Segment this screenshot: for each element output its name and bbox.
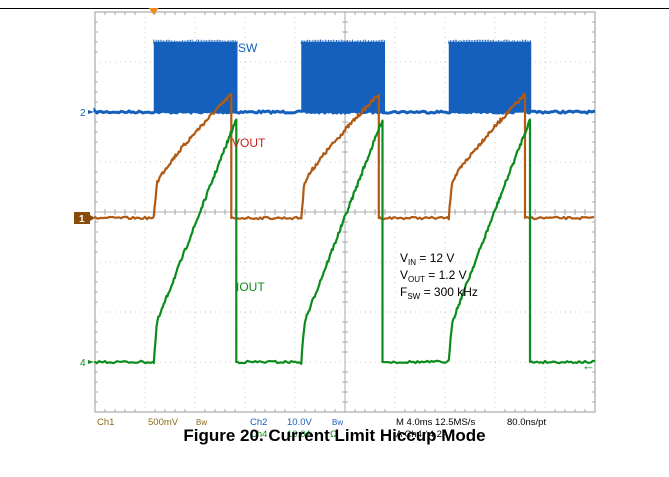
trace-sw-burst-top: [448, 39, 531, 44]
readout-ch2-scale: 10.0V: [287, 417, 312, 428]
readout-resolution: 80.0ns/pt: [507, 417, 546, 428]
readout-trigger: A Ch4 ∕ 4.2A: [396, 429, 449, 440]
figure-caption: Figure 20. Current Limit Hiccup Mode: [183, 426, 486, 445]
readout-timebase: M 4.0ms 12.5MS/s: [396, 417, 475, 428]
readout-ch2: Ch2: [250, 417, 267, 428]
ch1-arrow-icon: [90, 215, 95, 221]
traces: [93, 39, 596, 365]
ch1-marker-box: [74, 212, 90, 224]
ch1-marker: 1: [79, 214, 85, 225]
ch4-arrow-icon: [88, 360, 94, 364]
trace-sw-burst-top: [300, 39, 385, 44]
trigger-position-icon: [148, 8, 159, 15]
annotation-line-1: VIN = 12 V: [400, 251, 454, 267]
label-sw: SW: [238, 41, 258, 55]
trigger-level-icon: ←: [582, 358, 595, 373]
annotation-line-3: FSW = 300 kHz: [400, 285, 478, 301]
trace-sw-baseline: [93, 107, 596, 116]
ch2-marker: 2: [80, 108, 86, 119]
trace-iout: [93, 118, 596, 365]
readout-ch4-scale: 10.0A: [287, 429, 312, 440]
annotation-line-2: VOUT = 1.2 V: [400, 268, 467, 284]
ch2-arrow-icon: [88, 110, 94, 114]
readout-bar: Ch1 500mV Bw Ch2 10.0V Bw M 4.0ms 12.5MS/s 80.0…: [97, 417, 546, 440]
readout-ch1: Ch1: [97, 417, 114, 428]
readout-ch1-bw: Bw: [196, 418, 207, 427]
readout-ch1-scale: 500mV: [148, 417, 179, 428]
readout-ch2-bw: Bw: [332, 418, 343, 427]
ch4-marker: 4: [80, 358, 86, 369]
label-vout: VOUT: [232, 136, 266, 150]
trace-sw-burst-1: [153, 42, 238, 112]
trace-sw-burst-top: [153, 39, 238, 44]
readout-ch4-ohm: Ω: [330, 429, 337, 440]
trace-sw-burst-3: [448, 42, 532, 112]
readout-ch4: Ch4: [250, 429, 267, 440]
label-iout: IOUT: [236, 280, 265, 294]
top-rule: [0, 8, 669, 9]
trace-vout: [93, 92, 595, 221]
